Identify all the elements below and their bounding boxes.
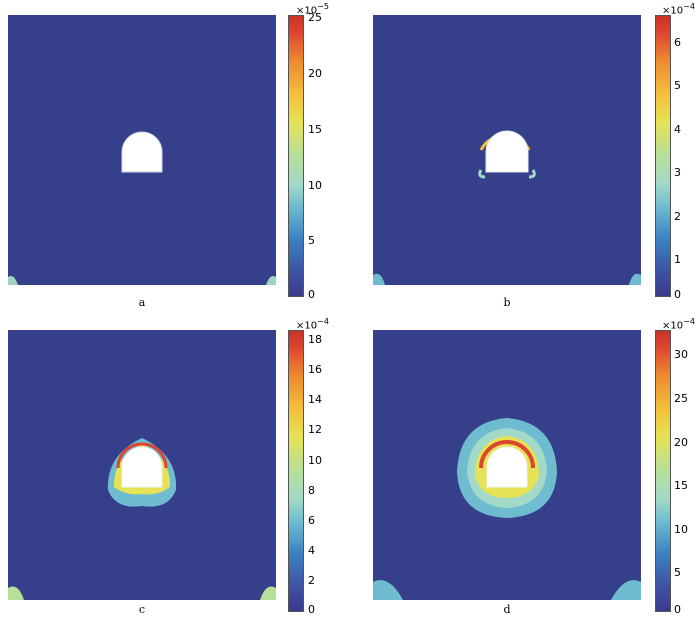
plot-overlay-b [373, 130, 641, 285]
colorbar-tick: 0 [308, 603, 315, 616]
contour-plot-a [8, 15, 276, 285]
colorbar-tick: 1 [674, 253, 681, 266]
plot-overlay-c [8, 438, 276, 600]
colorbar-tick: 14 [308, 393, 322, 406]
contour-plot-d [373, 330, 641, 600]
colorbar-tick: 5 [674, 79, 681, 92]
colorbar-tick: 16 [308, 363, 322, 376]
colorbar-tick: 25 [674, 392, 688, 405]
colorbar-tick: 5 [674, 566, 681, 579]
corner-zone-right [266, 276, 276, 285]
colorbar-exponent-a: ×10−5 [296, 2, 329, 17]
contour-plot-c [8, 330, 276, 600]
colorbar-tick: 18 [308, 333, 322, 346]
colorbar-d [655, 330, 671, 612]
colorbar-tick: 0 [674, 288, 681, 301]
tunnel-opening [486, 446, 528, 488]
colorbar-tick: 10 [674, 523, 688, 536]
corner-zone-right [629, 273, 641, 285]
colorbar-tick: 2 [308, 574, 315, 587]
right-foot-zone [528, 169, 536, 179]
colorbar-tick: 25 [308, 11, 322, 24]
colorbar-tick: 4 [674, 123, 681, 136]
colorbar-c [288, 330, 304, 612]
colorbar-tick: 12 [308, 423, 322, 436]
crown-stress-zone [479, 440, 535, 469]
colorbar-exponent-b: ×10−4 [662, 2, 695, 17]
colorbar-tick: 6 [308, 514, 315, 527]
panel-label-c: c [138, 603, 146, 616]
colorbar-tick: 15 [674, 479, 688, 492]
left-foot-zone [478, 169, 486, 179]
crown-stress-zone [116, 442, 168, 469]
colorbar-tick: 10 [308, 454, 322, 467]
colorbar-tick: 3 [674, 166, 681, 179]
colorbar-tick: 20 [308, 67, 322, 80]
colorbar-tick: 20 [674, 436, 688, 449]
contour-plot-b [373, 15, 641, 285]
corner-zone-right [611, 580, 641, 600]
colorbar-tick: 2 [674, 210, 681, 223]
corner-zone-left [373, 580, 403, 600]
colorbar-tick: 4 [308, 544, 315, 557]
colorbar-tick: 0 [674, 603, 681, 616]
colorbar-tick: 10 [308, 179, 322, 192]
panel-label-d: d [503, 603, 511, 616]
plot-overlay-d [373, 418, 641, 600]
corner-zone-right [260, 586, 276, 600]
colorbar-tick: 6 [674, 36, 681, 49]
corner-zone-left [373, 273, 385, 285]
corner-zone-left [8, 586, 24, 600]
colorbar-tick: 0 [308, 288, 315, 301]
tunnel-opening [121, 446, 163, 488]
colorbar-b [655, 15, 671, 297]
colorbar-a [288, 15, 304, 297]
colorbar-tick: 8 [308, 484, 315, 497]
tunnel-opening [121, 131, 163, 173]
corner-zone-left [8, 276, 18, 285]
colorbar-tick: 30 [674, 348, 688, 361]
colorbar-exponent-d: ×10−4 [662, 317, 695, 332]
colorbar-tick: 15 [308, 123, 322, 136]
colorbar-exponent-c: ×10−4 [296, 317, 329, 332]
colorbar-tick: 5 [308, 234, 315, 247]
plot-overlay-a [8, 131, 276, 285]
panel-label-a: a [138, 296, 146, 309]
tunnel-opening [485, 130, 529, 173]
panel-label-b: b [503, 296, 511, 309]
